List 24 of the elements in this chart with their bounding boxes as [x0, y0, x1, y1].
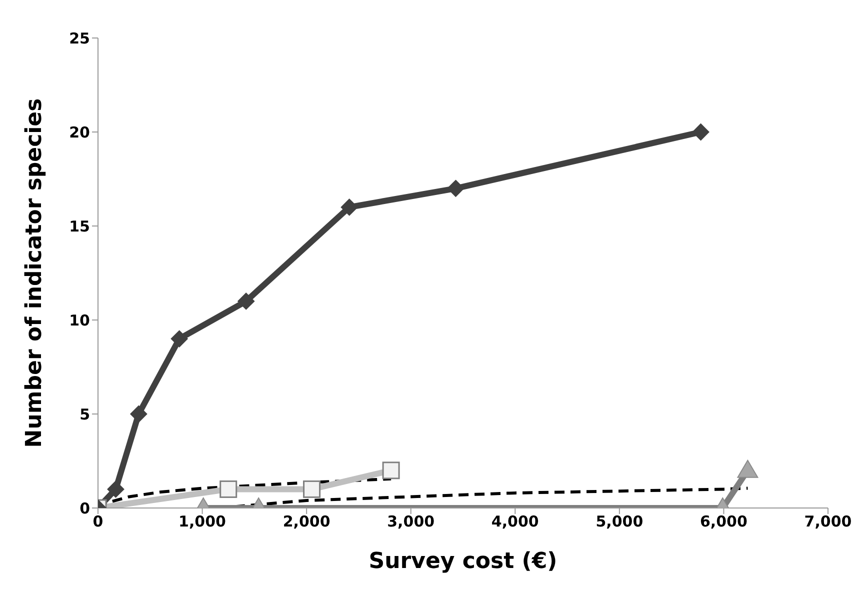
x-tick-label: 1,000	[178, 512, 226, 531]
y-tick-label: 5	[80, 405, 90, 424]
y-axis-title: Number of indicator species	[22, 98, 47, 448]
point	[737, 460, 758, 478]
point	[130, 406, 148, 422]
y-tick-label: 20	[69, 123, 90, 142]
point	[107, 480, 124, 498]
y-tick-label: 10	[69, 311, 90, 330]
x-tick-label: 3,000	[387, 512, 435, 531]
x-tick-label: 4,000	[491, 512, 539, 531]
x-tick-label: 0	[92, 512, 104, 531]
y-tick-label: 15	[69, 217, 90, 236]
x-axis-title: Survey cost (€)	[368, 549, 558, 574]
point	[692, 124, 710, 140]
x-tick-label: 2,000	[282, 512, 330, 531]
y-tick-label: 25	[69, 29, 90, 48]
point	[238, 292, 255, 310]
x-tick-label: 6,000	[700, 512, 748, 531]
point	[447, 180, 464, 197]
point	[170, 330, 188, 348]
y-tick-label: 0	[80, 499, 90, 518]
point	[340, 198, 358, 216]
x-tick-label: 7,000	[804, 512, 852, 531]
x-tick-label: 5,000	[596, 512, 644, 531]
